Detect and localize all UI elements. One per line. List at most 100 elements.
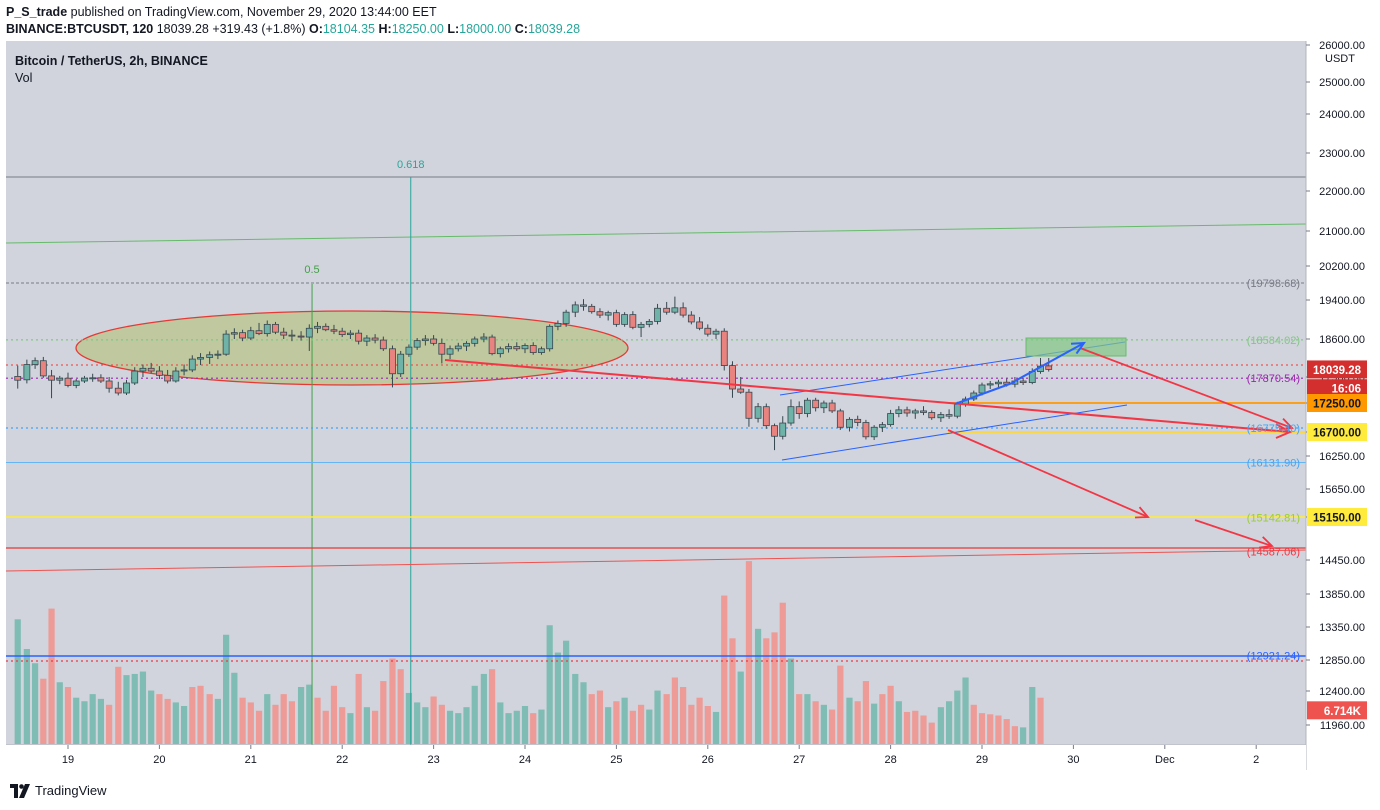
volume-bar	[414, 702, 421, 744]
volume-bar	[115, 666, 122, 744]
candle-body	[870, 426, 878, 438]
candle-body	[836, 410, 844, 428]
candle-body	[596, 311, 604, 316]
candle-body	[729, 365, 736, 390]
price-tick-label: 25000.00	[1319, 77, 1365, 89]
time-tick-label: 28	[884, 754, 896, 766]
time-axis[interactable]	[0, 745, 1306, 770]
time-tick-label: Dec	[1155, 754, 1175, 766]
time-tick-label: 29	[976, 754, 988, 766]
volume-bar	[89, 694, 96, 744]
candle-body	[538, 348, 545, 353]
candle-body	[305, 327, 313, 338]
plot-area[interactable]	[6, 41, 1306, 745]
volume-bar	[488, 669, 496, 744]
volume-bar	[895, 701, 902, 744]
volume-bar	[148, 690, 155, 744]
tradingview-brand: TradingView	[35, 783, 107, 798]
candle-body	[255, 330, 263, 335]
volume-bar	[272, 704, 279, 744]
close-value: 18039.28	[527, 22, 581, 36]
time-tick-label: 26	[702, 754, 714, 766]
volume-bar	[854, 701, 861, 744]
drawings-front	[444, 341, 1294, 549]
arrow-red-down-1-head	[1134, 506, 1150, 519]
candle-body	[712, 330, 720, 335]
volume-bar	[1029, 687, 1036, 744]
price-level-label: (16775.40)	[1247, 423, 1300, 435]
tradingview-footer[interactable]: TradingView	[10, 783, 107, 798]
time-tick-label: 23	[427, 754, 439, 766]
volume-bar	[422, 707, 429, 744]
volume-bar	[139, 671, 147, 744]
candle-body	[613, 312, 620, 325]
volume-bar	[106, 704, 113, 744]
open-label: O:	[308, 22, 323, 36]
candle-body	[1019, 380, 1027, 384]
legend-volume[interactable]: Vol	[15, 71, 33, 85]
candle-body	[222, 333, 230, 355]
candle-body	[413, 340, 421, 348]
price-badge	[1307, 508, 1367, 526]
time-tick-label: 2	[1253, 754, 1259, 766]
currency-label: USDT	[1325, 53, 1355, 65]
candle-body	[895, 409, 903, 414]
candle-body	[23, 364, 31, 381]
volume-bar	[1003, 719, 1010, 744]
volume-bar	[538, 709, 545, 744]
candle-body	[297, 335, 305, 338]
price-badge	[1307, 394, 1367, 412]
arrow-blue-tail	[954, 381, 1016, 405]
volume-bar	[546, 625, 553, 744]
candle-body	[206, 354, 214, 358]
trendline-red-lower	[5, 549, 1307, 572]
time-tick-label: 22	[336, 754, 348, 766]
candle-body	[471, 338, 479, 344]
volume-bar	[680, 687, 687, 744]
candle-body	[854, 418, 862, 423]
legend-symbol-title[interactable]: Bitcoin / TetherUS, 2h, BINANCE	[15, 54, 208, 68]
price-labels: (19798.68) (18584.02) (17870.54) 18039.28 16…	[1247, 278, 1367, 720]
price-tick-label: 12400.00	[1319, 686, 1365, 698]
volume-bar	[554, 652, 562, 744]
price-tick-label: 21000.00	[1319, 226, 1365, 238]
price-badge-label: 6.714K	[1324, 706, 1362, 718]
volume-bar	[306, 684, 313, 744]
arrow-blue-up	[1014, 342, 1085, 382]
author-name[interactable]: P_S_trade	[6, 5, 68, 19]
volume-bar	[796, 694, 803, 744]
volume-bar	[31, 663, 39, 744]
arrow-red-from-target-head	[1278, 417, 1294, 431]
volume-bar	[704, 706, 711, 744]
volume-bar	[837, 665, 844, 744]
price-level-label: (18584.02)	[1247, 335, 1300, 347]
candles	[14, 296, 1053, 451]
candle-body	[513, 346, 521, 350]
candle-body	[347, 332, 354, 336]
candle-body	[405, 346, 413, 355]
candle-body	[480, 336, 488, 340]
candle-body	[812, 399, 820, 409]
volume-bar	[314, 697, 321, 744]
volume-bar	[987, 714, 994, 744]
volume-bar	[745, 561, 753, 744]
price-level-label: (19798.68)	[1247, 278, 1300, 290]
candle-body	[562, 311, 570, 324]
candle-body	[330, 329, 338, 332]
volume-bar	[962, 677, 969, 744]
candle-body	[754, 406, 762, 419]
price-chart[interactable]: 0.5 0.618 26000.00 25000.00 24000.00 23000.0…	[0, 0, 1380, 780]
volume-bar	[663, 694, 670, 744]
candle-body	[1045, 365, 1053, 370]
candle-body	[629, 314, 637, 328]
candle-body	[164, 374, 172, 382]
time-axis-ticks: 19 20 21 22 23 24 25 26 27 28 29 30 Dec 2	[62, 745, 1259, 766]
price-level-label: (14587.06)	[1247, 547, 1300, 559]
volume-bar	[903, 711, 911, 744]
candle-body	[795, 406, 803, 414]
time-tick-label: 21	[245, 754, 257, 766]
candle-body	[338, 330, 346, 336]
candle-body	[463, 342, 470, 347]
volume-bar	[654, 690, 661, 744]
volume-bar	[954, 690, 961, 744]
